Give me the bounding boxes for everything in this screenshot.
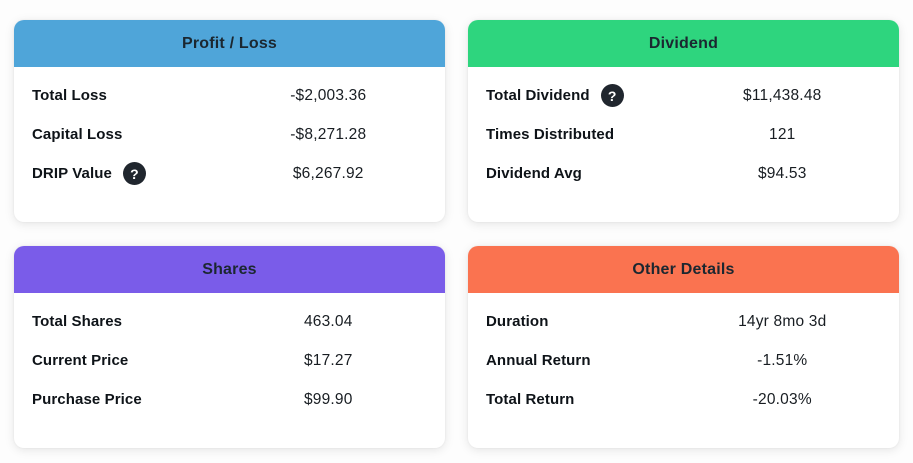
- card-body: Total Shares 463.04 Current Price $17.27…: [14, 293, 445, 419]
- stat-value-cell: $11,438.48: [684, 87, 882, 105]
- card-title: Other Details: [632, 260, 735, 278]
- stat-value-cell: $17.27: [230, 352, 428, 370]
- stat-row: Times Distributed 121: [486, 115, 881, 154]
- stat-value: 463.04: [303, 312, 353, 330]
- stat-value-cell: 14yr 8mo 3d: [684, 313, 882, 331]
- stat-label-cell: Total Shares: [32, 313, 230, 330]
- stat-value-cell: $6,267.92: [230, 165, 428, 183]
- stat-label-cell: DRIP Value ?: [32, 162, 230, 185]
- stat-row: Total Shares 463.04: [32, 302, 427, 341]
- stat-label: Capital Loss: [32, 126, 123, 143]
- stat-value-cell: -1.51%: [684, 352, 882, 370]
- stat-row: DRIP Value ? $6,267.92: [32, 154, 427, 193]
- stat-value-cell: 121: [684, 126, 882, 144]
- card-profit-loss: Profit / Loss Total Loss -$2,003.36 Capi…: [14, 20, 445, 222]
- stat-label: Annual Return: [486, 352, 591, 369]
- stat-row: Purchase Price $99.90: [32, 380, 427, 419]
- stat-label-cell: Total Dividend ?: [486, 84, 684, 107]
- stat-value: $17.27: [303, 351, 353, 369]
- stat-row: Annual Return -1.51%: [486, 341, 881, 380]
- stat-label: Dividend Avg: [486, 165, 582, 182]
- card-other-details: Other Details Duration 14yr 8mo 3d Annua…: [468, 246, 899, 448]
- card-title: Dividend: [648, 34, 719, 52]
- stat-row: Current Price $17.27: [32, 341, 427, 380]
- stat-label: Purchase Price: [32, 391, 142, 408]
- card-dividend: Dividend Total Dividend ? $11,438.48 Tim…: [468, 20, 899, 222]
- help-icon[interactable]: ?: [600, 84, 624, 107]
- stat-value: -1.51%: [757, 351, 808, 369]
- stat-value: $6,267.92: [292, 164, 364, 182]
- card-shares-header: Shares: [14, 246, 445, 293]
- card-shares: Shares Total Shares 463.04 Current Price…: [14, 246, 445, 448]
- stat-label: Times Distributed: [486, 126, 615, 143]
- stat-value: $11,438.48: [743, 86, 822, 104]
- stat-label: Total Shares: [32, 313, 123, 330]
- stat-label-cell: Times Distributed: [486, 126, 684, 143]
- stat-value-cell: 463.04: [230, 313, 428, 331]
- stat-label: Total Dividend: [486, 87, 590, 104]
- card-dividend-header: Dividend: [468, 20, 899, 67]
- stat-value: -$8,271.28: [290, 125, 367, 143]
- stat-value-cell: -$2,003.36: [230, 87, 428, 105]
- stat-label-cell: Purchase Price: [32, 391, 230, 408]
- stat-row: Total Loss -$2,003.36: [32, 76, 427, 115]
- stat-row: Total Return -20.03%: [486, 380, 881, 419]
- stat-value-cell: $99.90: [230, 391, 428, 409]
- stat-row: Total Dividend ? $11,438.48: [486, 76, 881, 115]
- stat-label-cell: Dividend Avg: [486, 165, 684, 182]
- stat-value: $99.90: [303, 390, 353, 408]
- help-icon[interactable]: ?: [122, 162, 146, 185]
- stat-label: Duration: [486, 313, 549, 330]
- card-body: Total Dividend ? $11,438.48 Times Distri…: [468, 67, 899, 193]
- stat-value: -20.03%: [752, 390, 812, 408]
- stat-row: Capital Loss -$8,271.28: [32, 115, 427, 154]
- stat-label-cell: Current Price: [32, 352, 230, 369]
- stat-value-cell: $94.53: [684, 165, 882, 183]
- stat-row: Dividend Avg $94.53: [486, 154, 881, 193]
- stat-label-cell: Annual Return: [486, 352, 684, 369]
- card-profit-loss-header: Profit / Loss: [14, 20, 445, 67]
- stat-label: Total Return: [486, 391, 575, 408]
- card-title: Profit / Loss: [181, 34, 278, 52]
- stat-value: 14yr 8mo 3d: [738, 312, 827, 330]
- stat-label: DRIP Value: [32, 165, 112, 182]
- stat-value-cell: -$8,271.28: [230, 126, 428, 144]
- stat-label-cell: Capital Loss: [32, 126, 230, 143]
- card-body: Total Loss -$2,003.36 Capital Loss -$8,2…: [14, 67, 445, 193]
- stat-value-cell: -20.03%: [684, 391, 882, 409]
- stat-row: Duration 14yr 8mo 3d: [486, 302, 881, 341]
- stat-label: Total Loss: [32, 87, 107, 104]
- stat-value: 121: [769, 125, 796, 143]
- stat-label-cell: Total Loss: [32, 87, 230, 104]
- stat-label-cell: Total Return: [486, 391, 684, 408]
- card-title: Shares: [202, 260, 257, 278]
- card-body: Duration 14yr 8mo 3d Annual Return -1.51…: [468, 293, 899, 419]
- card-other-details-header: Other Details: [468, 246, 899, 293]
- stat-label: Current Price: [32, 352, 129, 369]
- stat-value: $94.53: [757, 164, 807, 182]
- stat-label-cell: Duration: [486, 313, 684, 330]
- stat-value: -$2,003.36: [290, 86, 367, 104]
